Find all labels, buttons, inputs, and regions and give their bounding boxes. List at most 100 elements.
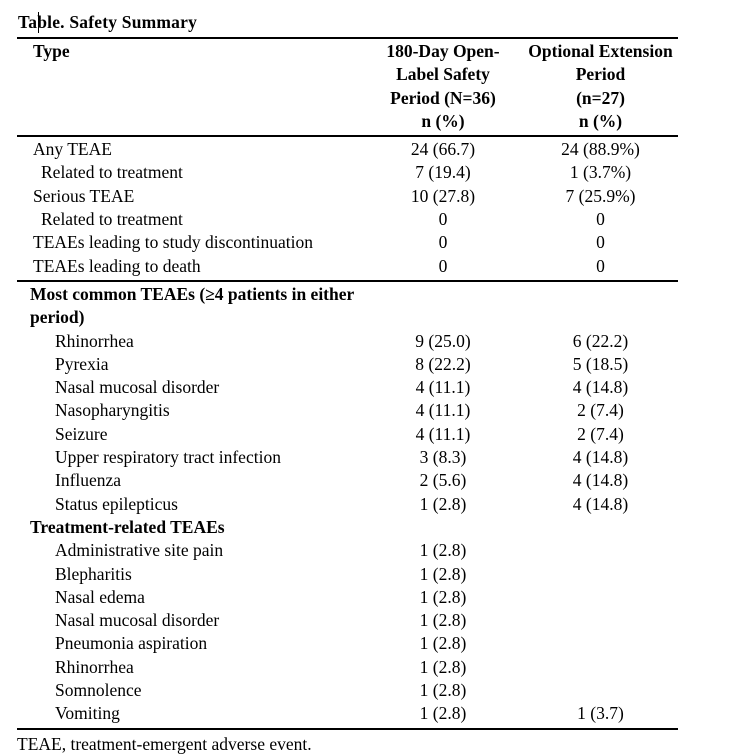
row-label: Nasopharyngitis bbox=[55, 400, 170, 421]
row-label: Related to treatment bbox=[41, 162, 183, 183]
table-row: Influenza 2 (5.6) 4 (14.8) bbox=[17, 469, 678, 492]
extension-period-value bbox=[523, 563, 678, 586]
extension-period-value: 7 (25.9%) bbox=[565, 185, 636, 206]
extension-period-value: 2 (7.4) bbox=[577, 400, 624, 421]
open-label-period-value: 8 (22.2) bbox=[415, 353, 471, 374]
row-label: Vomiting bbox=[55, 703, 120, 724]
text-cursor-caret bbox=[38, 12, 39, 33]
section-header-row: Treatment-related TEAEs bbox=[17, 516, 678, 539]
open-label-period-value: 1 (2.8) bbox=[419, 563, 467, 584]
extension-period-value: 4 (14.8) bbox=[572, 493, 629, 514]
extension-period-value bbox=[523, 586, 678, 609]
extension-period-value: 1 (3.7) bbox=[577, 703, 624, 724]
table-row: Nasal edema 1 (2.8) bbox=[17, 586, 678, 609]
open-label-period-value: 4 (11.1) bbox=[415, 377, 471, 398]
open-label-period-value: 2 (5.6) bbox=[419, 470, 467, 491]
open-label-period-value: 0 bbox=[438, 232, 448, 253]
table-row: Rhinorrhea 1 (2.8) bbox=[17, 656, 678, 679]
extension-period-value: 24 (88.9%) bbox=[561, 139, 640, 160]
extension-period-value: 6 (22.2) bbox=[572, 330, 629, 351]
row-label: Upper respiratory tract infection bbox=[55, 447, 281, 468]
extension-period-value bbox=[523, 656, 678, 679]
row-label: Influenza bbox=[55, 470, 122, 491]
open-label-period-value: 1 (2.8) bbox=[419, 656, 467, 677]
open-label-period-value: 1 (2.8) bbox=[419, 633, 467, 654]
open-label-period-value: 1 (2.8) bbox=[419, 703, 467, 724]
table-header-row: Type 180-Day Open- Label Safety Period (… bbox=[17, 39, 678, 138]
open-label-period-value: 0 bbox=[438, 255, 448, 276]
table-row: Related to treatment 7 (19.4) 1 (3.7%) bbox=[17, 161, 678, 184]
open-label-period-value: 1 (2.8) bbox=[419, 586, 467, 607]
open-label-period-value: 3 (8.3) bbox=[419, 447, 467, 468]
table-row: Status epilepticus 1 (2.8) 4 (14.8) bbox=[17, 493, 678, 516]
row-label: Serious TEAE bbox=[33, 185, 135, 206]
row-label: Nasal mucosal disorder bbox=[55, 377, 220, 398]
table-row: Related to treatment 0 0 bbox=[17, 208, 678, 231]
table-row: Nasal mucosal disorder 4 (11.1) 4 (14.8) bbox=[17, 376, 678, 399]
table-row: Any TEAE 24 (66.7) 24 (88.9%) bbox=[17, 138, 678, 161]
table-row: Nasal mucosal disorder 1 (2.8) bbox=[17, 609, 678, 632]
extension-period-value: 2 (7.4) bbox=[577, 423, 624, 444]
open-label-period-value: 24 (66.7) bbox=[410, 139, 476, 160]
extension-period-value: 1 (3.7%) bbox=[569, 162, 632, 183]
row-label: Status epilepticus bbox=[55, 493, 178, 514]
table-title: Table. Safety Summary bbox=[18, 12, 198, 32]
table-row: Administrative site pain 1 (2.8) bbox=[17, 539, 678, 562]
column-header-open-label-period: 180-Day Open- Label Safety Period (N=36)… bbox=[386, 41, 500, 131]
row-label: TEAEs leading to death bbox=[33, 255, 201, 276]
table-footnote: TEAE, treatment-emergent adverse event. bbox=[17, 733, 312, 754]
open-label-period-value: 1 (2.8) bbox=[419, 680, 467, 701]
extension-period-value: 5 (18.5) bbox=[572, 353, 629, 374]
open-label-period-value: 4 (11.1) bbox=[415, 423, 471, 444]
extension-period-value: 0 bbox=[596, 255, 605, 276]
row-label: Nasal edema bbox=[55, 586, 145, 607]
extension-period-value bbox=[523, 609, 678, 632]
table-row: Nasopharyngitis 4 (11.1) 2 (7.4) bbox=[17, 399, 678, 422]
row-label: Pyrexia bbox=[55, 353, 109, 374]
row-label: Administrative site pain bbox=[55, 540, 224, 561]
row-label: Any TEAE bbox=[33, 139, 112, 160]
row-label: Blepharitis bbox=[55, 563, 132, 584]
row-label: Nasal mucosal disorder bbox=[55, 610, 220, 631]
table-row: Somnolence 1 (2.8) bbox=[17, 679, 678, 702]
open-label-period-value: 4 (11.1) bbox=[415, 400, 471, 421]
section-header-row: Most common TEAEs (≥4 patients in either… bbox=[17, 279, 678, 330]
row-label: Seizure bbox=[55, 423, 108, 444]
extension-period-value: 0 bbox=[596, 209, 605, 230]
table-row: TEAEs leading to death 0 0 bbox=[17, 255, 678, 278]
extension-period-value bbox=[523, 539, 678, 562]
table-row: Seizure 4 (11.1) 2 (7.4) bbox=[17, 423, 678, 446]
open-label-period-value: 0 bbox=[438, 209, 448, 230]
table-row: Pyrexia 8 (22.2) 5 (18.5) bbox=[17, 353, 678, 376]
table-row: Serious TEAE 10 (27.8) 7 (25.9%) bbox=[17, 185, 678, 208]
safety-summary-table: Type 180-Day Open- Label Safety Period (… bbox=[17, 37, 678, 730]
row-label: Most common TEAEs (≥4 patients in either… bbox=[30, 283, 355, 328]
row-label: TEAEs leading to study discontinuation bbox=[33, 232, 313, 253]
open-label-period-value: 1 (2.8) bbox=[419, 610, 467, 631]
row-label: Treatment-related TEAEs bbox=[30, 516, 225, 537]
table-row: Blepharitis 1 (2.8) bbox=[17, 563, 678, 586]
open-label-period-value: 7 (19.4) bbox=[415, 162, 471, 183]
open-label-period-value: 1 (2.8) bbox=[419, 540, 467, 561]
open-label-period-value: 9 (25.0) bbox=[415, 330, 471, 351]
row-label: Rhinorrhea bbox=[55, 330, 134, 351]
table-row: Pneumonia aspiration 1 (2.8) bbox=[17, 632, 678, 655]
row-label: Pneumonia aspiration bbox=[55, 633, 208, 654]
table-row: Rhinorrhea 9 (25.0) 6 (22.2) bbox=[17, 330, 678, 353]
open-label-period-value: 1 (2.8) bbox=[419, 493, 467, 514]
row-label: Somnolence bbox=[55, 680, 142, 701]
extension-period-value: 0 bbox=[596, 232, 605, 253]
row-label: Rhinorrhea bbox=[55, 656, 134, 677]
extension-period-value: 4 (14.8) bbox=[572, 447, 629, 468]
extension-period-value bbox=[523, 679, 678, 702]
column-header-extension-period: Optional Extension Period (n=27) n (%) bbox=[528, 41, 673, 131]
row-label: Related to treatment bbox=[41, 209, 183, 230]
table-body: Any TEAE 24 (66.7) 24 (88.9%) Related to tr… bbox=[17, 137, 678, 727]
open-label-period-value: 10 (27.8) bbox=[410, 185, 476, 206]
extension-period-value: 4 (14.8) bbox=[572, 377, 629, 398]
extension-period-value bbox=[523, 632, 678, 655]
column-header-type: Type bbox=[33, 41, 70, 61]
table-row: TEAEs leading to study discontinuation 0 0 bbox=[17, 231, 678, 254]
table-row: Upper respiratory tract infection 3 (8.3)… bbox=[17, 446, 678, 469]
